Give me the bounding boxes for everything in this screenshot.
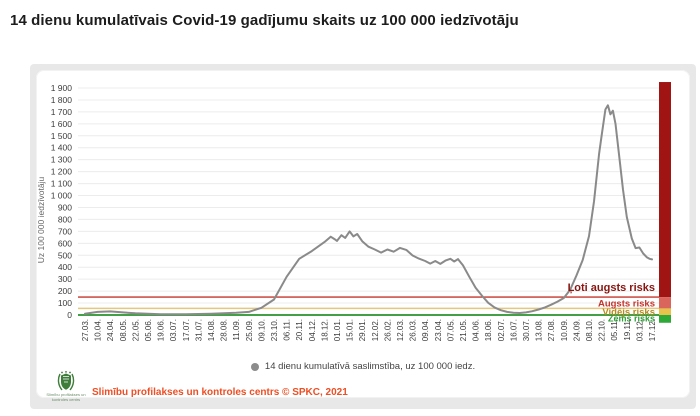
x-tick-label: 11.09. [232,319,241,341]
y-tick-label: 1 300 [51,155,73,165]
y-tick-label: 1 700 [51,107,73,117]
y-tick-label: 1 100 [51,179,73,189]
x-tick-label: 14.08. [207,319,216,341]
legend-marker-icon [250,362,259,371]
risk-bar-segment-zems [659,315,671,323]
y-tick-label: 800 [58,214,72,224]
risk-label: Ļoti augsts risks [568,282,655,294]
x-tick-label: 02.07. [497,319,506,341]
x-tick-label: 01.01. [333,319,342,341]
y-tick-label: 900 [58,202,72,212]
x-tick-label: 24.09. [572,319,581,341]
x-tick-label: 08.05. [119,319,128,341]
y-axis-title: Uz 100 000 iedzīvotāju [36,176,46,263]
x-tick-label: 22.05. [131,319,140,341]
x-tick-label: 24.04. [106,319,115,341]
x-tick-label: 19.06. [157,319,166,341]
y-tick-label: 200 [58,286,72,296]
risk-bar-segment-augsts [659,297,671,309]
y-tick-label: 1 500 [51,131,73,141]
x-tick-label: 10.04. [94,319,103,341]
x-tick-label: 06.11. [283,319,292,341]
x-tick-label: 12.02. [371,319,380,341]
x-tick-label: 27.03. [81,319,90,341]
x-tick-label: 05.11. [610,319,619,341]
x-tick-label: 27.08. [547,319,556,341]
x-tick-label: 03.12. [635,319,644,341]
x-tick-label: 18.12. [320,319,329,341]
chart-card: 0 100 200 300 400 500 600 700 800 900 1 000 1 100 1 … [36,70,690,401]
x-tick-label: 19.11. [623,319,632,341]
legend-label: 14 dienu kumulatīvā saslimstība, uz 100 … [264,361,476,372]
spkc-logo-icon [57,371,75,391]
x-tick-label: 23.04. [434,319,443,341]
y-tick-label: 500 [58,250,72,260]
x-tick-label: 17.12. [648,319,657,341]
x-tick-label: 04.12. [308,319,317,341]
y-tick-label: 700 [58,226,72,236]
x-tick-label: 20.11. [295,319,304,341]
spkc-logo-block: Slimību profilakses un kontroles centrs [46,371,86,402]
x-tick-label: 26.03. [409,319,418,341]
x-tick-label: 29.01. [358,319,367,341]
x-tick-label: 26.02. [383,319,392,341]
x-tick-label: 15.01. [346,319,355,341]
page-title: 14 dienu kumulatīvais Covid-19 gadījumu … [10,12,519,29]
y-tick-label: 1 900 [51,83,73,93]
x-tick-label: 07.05. [446,319,455,341]
x-tick-label: 05.06. [144,319,153,341]
x-tick-label: 12.03. [396,319,405,341]
y-tick-label: 300 [58,274,72,284]
y-tick-label: 1 000 [51,191,73,201]
chart-legend: 14 dienu kumulatīvā saslimstība, uz 100 … [36,361,690,372]
risk-label: Zems risks [608,313,655,323]
x-tick-label: 17.07. [182,319,191,341]
y-tick-label: 0 [67,310,72,320]
y-tick-label: 100 [58,298,72,308]
x-tick-label: 13.08. [535,319,544,341]
x-tick-label: 18.06. [484,319,493,341]
risk-bar-segment-videjs [659,308,671,315]
x-tick-label: 09.10. [257,319,266,341]
x-tick-label: 30.07. [522,319,531,341]
x-tick-label: 22.10. [598,319,607,341]
y-tick-label: 1 800 [51,95,73,105]
x-tick-label: 28.08. [220,319,229,341]
incidence-line [84,104,653,316]
risk-label: Augsts risks [598,298,655,309]
x-tick-label: 10.09. [560,319,569,341]
risk-label: Vidējs risks [602,307,655,318]
x-tick-label: 31.07. [194,319,203,341]
spkc-logo-caption: Slimību profilakses un kontroles centrs [46,392,86,402]
chart-panel: 0 100 200 300 400 500 600 700 800 900 1 000 1 100 1 … [30,64,696,409]
y-tick-label: 1 400 [51,143,73,153]
x-tick-label: 08.10. [585,319,594,341]
x-tick-label: 09.04. [421,319,430,341]
risk-bar-segment-loti-augsts [659,82,671,298]
x-tick-label: 16.07. [509,319,518,341]
footer-source-text: Slimību profilakses un kontroles centrs … [92,387,348,398]
y-tick-label: 1 600 [51,119,73,129]
y-tick-label: 600 [58,238,72,248]
x-tick-label: 03.07. [169,319,178,341]
x-tick-label: 21.05. [459,319,468,341]
chart-footer: Slimību profilakses un kontroles centrs … [46,371,348,402]
x-tick-label: 04.06. [472,319,481,341]
x-tick-label: 25.09. [245,319,254,341]
y-tick-label: 400 [58,262,72,272]
y-tick-label: 1 200 [51,167,73,177]
x-tick-label: 23.10. [270,319,279,341]
